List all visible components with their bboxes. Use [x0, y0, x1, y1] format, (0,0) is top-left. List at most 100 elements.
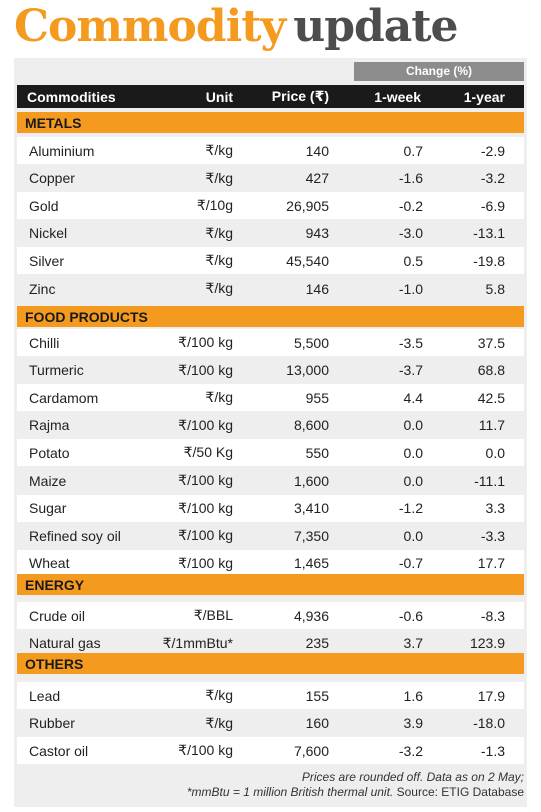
commodity-price: 943	[305, 225, 329, 242]
commodity-name: Castor oil	[29, 742, 89, 759]
commodity-price: 955	[305, 389, 329, 406]
change-1-week: 0.0	[403, 527, 423, 544]
change-1-week: 0.0	[403, 444, 423, 461]
commodity-unit: ₹/kg	[205, 714, 233, 731]
table-row: Refined soy oil ₹/100 kg 7,350 0.0 -3.3	[17, 522, 524, 549]
change-1-week: -1.0	[398, 280, 423, 297]
table-row: Lead ₹/kg 155 1.6 17.9	[17, 682, 524, 709]
commodity-unit: ₹/kg	[205, 280, 233, 296]
change-percent-header: Change (%)	[354, 62, 524, 81]
commodity-price: 235	[305, 635, 329, 652]
change-1-week: 0.7	[403, 142, 423, 159]
change-1-year: -3.2	[480, 170, 505, 187]
commodity-price: 7,600	[293, 742, 329, 759]
table-row: Potato ₹/50 Kg 550 0.0 0.0	[17, 439, 524, 467]
commodity-name: Crude oil	[29, 607, 86, 624]
change-1-week: 3.7	[403, 635, 423, 652]
section-label: FOOD PRODUCTS	[25, 308, 148, 325]
commodity-price: 146	[305, 280, 329, 297]
change-1-year: -11.1	[474, 472, 505, 489]
change-1-week: -0.7	[398, 555, 423, 572]
change-1-week: -1.2	[398, 500, 423, 517]
footnote-line-1: Prices are rounded off. Data as on 2 May…	[301, 770, 524, 784]
table-row: Natural gas ₹/1mmBtu* 235 3.7 123.9	[17, 630, 524, 657]
commodity-name: Rajma	[29, 417, 70, 434]
table-row: Silver ₹/kg 45,540 0.5 -19.8	[17, 247, 524, 275]
change-1-year: 5.8	[485, 280, 505, 297]
commodity-unit: ₹/kg	[205, 389, 233, 406]
commodity-unit: ₹/kg	[205, 169, 233, 186]
change-1-year: 17.7	[477, 555, 505, 572]
commodity-name: Sugar	[29, 500, 67, 517]
table-header-row: Commodities Unit Price (₹) 1-week 1-year	[17, 85, 524, 108]
commodity-unit: ₹/100 kg	[178, 499, 233, 516]
change-1-week: -0.6	[398, 607, 423, 624]
commodity-price: 160	[305, 715, 329, 732]
commodity-name: Gold	[29, 197, 59, 214]
change-1-year: 37.5	[477, 334, 505, 351]
commodity-price: 427	[305, 170, 329, 187]
commodity-price: 26,905	[286, 197, 329, 214]
commodity-price: 45,540	[286, 252, 329, 269]
change-1-year: 42.5	[477, 389, 505, 406]
change-1-week: -3.7	[398, 362, 423, 379]
section-header-metals: METALS	[17, 112, 524, 133]
table-row: Turmeric ₹/100 kg 13,000 -3.7 68.8	[17, 357, 524, 384]
change-1-week: -3.0	[398, 225, 423, 242]
table-row: Wheat ₹/100 kg 1,465 -0.7 17.7	[17, 549, 524, 577]
commodity-name: Chilli	[29, 334, 60, 351]
commodity-unit: ₹/100 kg	[178, 416, 233, 433]
commodity-price: 1,465	[293, 555, 329, 572]
commodity-name: Silver	[29, 252, 65, 269]
commodity-name: Copper	[29, 170, 75, 187]
commodity-name: Wheat	[29, 555, 70, 572]
commodity-unit: ₹/100 kg	[178, 527, 233, 544]
header-price: Price (₹)	[271, 88, 329, 104]
change-1-week: -1.6	[398, 170, 423, 187]
table-row: Copper ₹/kg 427 -1.6 -3.2	[17, 165, 524, 192]
change-1-year: 17.9	[477, 687, 505, 704]
commodity-unit: ₹/BBL	[193, 607, 233, 623]
footnote-source: Source: ETIG Database	[396, 785, 524, 799]
header-1-week: 1-week	[374, 88, 421, 105]
section-label: OTHERS	[25, 655, 84, 672]
change-1-year: -18.0	[473, 715, 505, 732]
commodity-price: 3,410	[293, 500, 329, 517]
section-header-food-products: FOOD PRODUCTS	[17, 306, 524, 327]
commodity-unit: ₹/kg	[205, 252, 233, 269]
table-row: Sugar ₹/100 kg 3,410 -1.2 3.3	[17, 494, 524, 522]
commodity-table: Change (%) Commodities Unit Price (₹) 1-…	[14, 58, 527, 807]
commodity-unit: ₹/100 kg	[178, 361, 233, 378]
footnote-line-2: *mmBtu = 1 million British thermal unit.…	[14, 785, 524, 800]
commodity-price: 1,600	[293, 472, 329, 489]
commodity-name: Turmeric	[29, 362, 84, 379]
commodity-unit: ₹/10g	[196, 197, 233, 214]
commodity-name: Aluminium	[29, 142, 95, 159]
page-title: Commodity update	[14, 1, 459, 52]
change-1-week: 0.5	[403, 252, 423, 269]
title-word-commodity: Commodity	[14, 1, 286, 52]
change-1-year: -3.3	[480, 527, 505, 544]
table-row: Aluminium ₹/kg 140 0.7 -2.9	[17, 137, 524, 164]
table-row: Chilli ₹/100 kg 5,500 -3.5 37.5	[17, 329, 524, 356]
change-1-week: 1.6	[403, 687, 423, 704]
commodity-unit: ₹/kg	[205, 142, 233, 158]
commodity-price: 8,600	[293, 417, 329, 434]
table-row: Rajma ₹/100 kg 8,600 0.0 11.7	[17, 412, 524, 439]
change-1-week: 4.4	[403, 389, 423, 406]
table-row: Gold ₹/10g 26,905 -0.2 -6.9	[17, 192, 524, 220]
change-1-year: 68.8	[477, 362, 505, 379]
commodity-price: 7,350	[293, 527, 329, 544]
table-row: Castor oil ₹/100 kg 7,600 -3.2 -1.3	[17, 737, 524, 765]
commodity-unit: ₹/100 kg	[178, 334, 233, 350]
commodity-name: Nickel	[29, 225, 68, 242]
title-word-update: update	[293, 1, 458, 52]
header-commodities: Commodities	[27, 88, 116, 105]
commodity-name: Rubber	[29, 715, 75, 732]
commodity-name: Potato	[29, 444, 70, 461]
header-unit: Unit	[205, 88, 233, 105]
commodity-name: Refined soy oil	[29, 527, 121, 544]
section-header-others: OTHERS	[17, 653, 524, 674]
commodity-unit: ₹/kg	[205, 224, 233, 241]
change-1-week: 3.9	[403, 715, 423, 732]
